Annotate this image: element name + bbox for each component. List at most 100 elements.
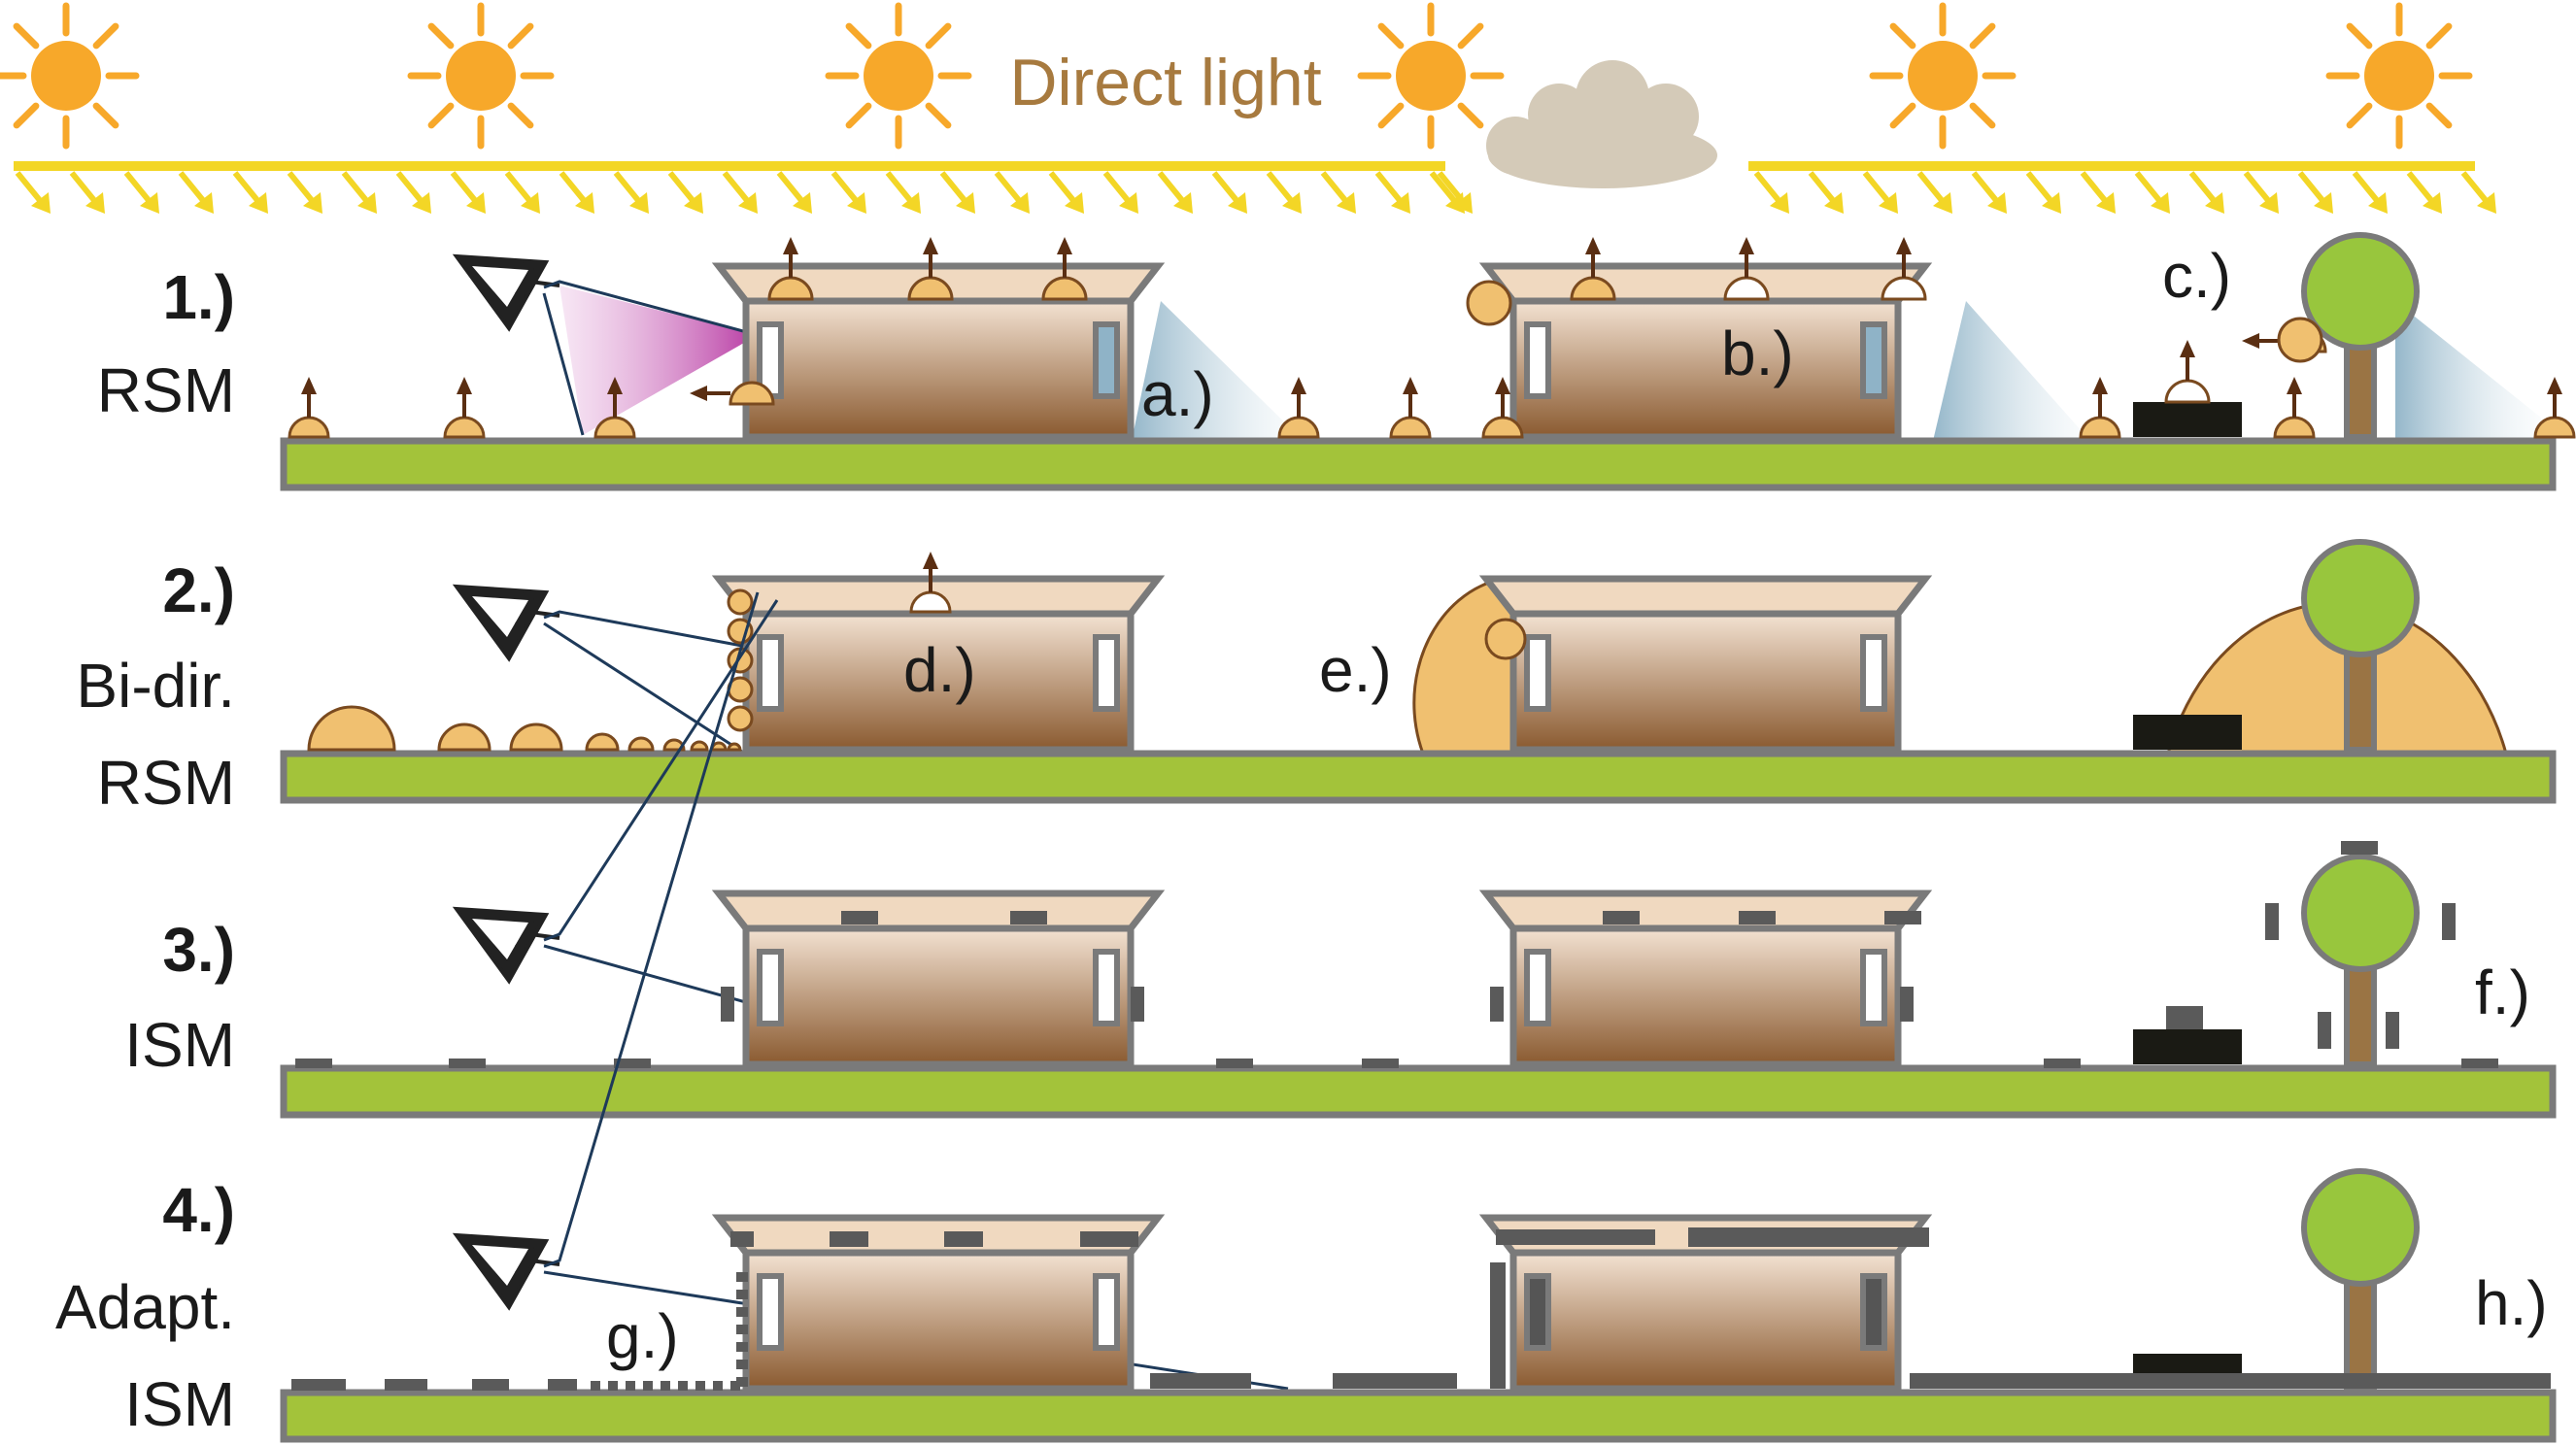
shadow-map-texel: [608, 1381, 618, 1391]
row-4-name-line1: Adapt.: [55, 1272, 235, 1342]
house: [711, 262, 1166, 441]
house: [1478, 262, 1933, 441]
shadow-map-texel: [1131, 987, 1144, 1022]
light-ray-arrow: [1862, 171, 1898, 214]
eye-icon: [452, 1232, 560, 1311]
light-ray-arrow: [1971, 171, 2007, 214]
vpl-marker: [690, 381, 775, 406]
direct-light-bar-right: [1748, 161, 2475, 171]
view-ray: [543, 280, 759, 337]
sun-icon: [407, 2, 555, 150]
sun-icon: [1869, 2, 2017, 150]
vpl-marker: [2079, 377, 2121, 439]
light-ray-arrow: [2025, 171, 2061, 214]
sun-icon: [2325, 2, 2473, 150]
shadow-map-texel: [1496, 1229, 1655, 1245]
vpl-marker: [1041, 237, 1088, 301]
vpl-marker: [2277, 317, 2323, 363]
shadow-map-texel: [721, 987, 734, 1022]
shadow-map-texel: [2461, 1059, 2498, 1068]
light-ray-arrow: [1048, 171, 1084, 214]
vpl-marker: [2273, 377, 2316, 439]
shadow-map-texel: [1362, 1059, 1399, 1068]
shadow-map-texel: [736, 1342, 748, 1352]
house-roof: [711, 890, 1166, 932]
annotation-d: d.): [903, 635, 976, 705]
tree: [2301, 854, 2420, 1067]
house-roof: [1478, 262, 1933, 305]
light-ray-arrow: [341, 171, 377, 214]
shadow-map-texel: [1216, 1059, 1253, 1068]
light-ray-arrow: [885, 171, 921, 214]
shadow-map-texel: [730, 1381, 740, 1391]
shadow-map-texel: [2442, 903, 2456, 940]
tree-crown: [2301, 1168, 2420, 1287]
tree: [2301, 232, 2420, 440]
cloud-icon: [1486, 60, 1717, 188]
shadow-wedge-a: [1132, 301, 1304, 441]
house-window-left: [1524, 949, 1551, 1026]
house: [1478, 890, 1933, 1068]
tree-crown: [2301, 539, 2420, 657]
vpl-marker: [1481, 377, 1524, 439]
row-2-name-line1: Bi-dir.: [76, 651, 235, 721]
shadow-map-texel: [2318, 1012, 2331, 1049]
house-window-left: [1524, 1273, 1551, 1351]
occluder-box: [2133, 402, 2242, 437]
shadow-map-texel: [385, 1379, 427, 1391]
sun-icon: [1357, 2, 1505, 150]
shadow-map-texel: [291, 1379, 346, 1391]
house-window-right: [1860, 321, 1887, 399]
vpl-marker: [2533, 377, 2576, 439]
house-window-right: [1860, 949, 1887, 1026]
vpl-marker: [1466, 280, 1512, 326]
annotation-labels: a.) b.) c.) d.) e.) f.) g.) h.): [606, 241, 2548, 1371]
row-3-number: 3.): [162, 915, 235, 985]
shadow-map-texel: [591, 1381, 600, 1391]
light-ray-arrow: [69, 171, 105, 214]
shadow-map-texel: [1010, 911, 1047, 924]
light-ray-arrow: [232, 171, 268, 214]
light-ray-arrow: [2080, 171, 2116, 214]
vpl-marker: [727, 742, 742, 752]
row-4-name-line2: ISM: [124, 1369, 235, 1439]
shadow-map-texel: [736, 1360, 748, 1369]
row-2-bidir-rsm: [280, 539, 2557, 804]
shadow-map-texel: [736, 1272, 748, 1282]
house-window-left: [757, 1273, 784, 1351]
occluder-box: [2133, 715, 2242, 750]
light-ray-arrow: [450, 171, 486, 214]
tree-crown: [2301, 854, 2420, 972]
view-ray: [543, 610, 759, 651]
sky-layer: Direct light: [0, 2, 2496, 214]
vpl-marker: [1277, 377, 1320, 439]
light-ray-arrow: [667, 171, 703, 214]
shadow-map-texel: [1884, 911, 1921, 924]
shadow-map-texel: [713, 1381, 723, 1391]
annotation-a: a.): [1141, 359, 1214, 429]
shadow-map-texel: [736, 1290, 748, 1299]
light-ray-arrow: [1374, 171, 1410, 214]
light-ray-arrow: [2460, 171, 2496, 214]
vpl-marker: [1723, 237, 1770, 301]
shadow-map-texel: [2265, 903, 2279, 940]
vpl-marker: [1484, 618, 1527, 660]
vpl-marker: [627, 736, 655, 752]
shadow-map-texel: [449, 1059, 486, 1068]
shadow-map-texel: [736, 1377, 748, 1387]
view-ray: [542, 292, 585, 436]
shadow-map-texel: [2166, 1006, 2203, 1029]
light-ray-arrow: [722, 171, 758, 214]
view-ray: [543, 622, 743, 754]
annotation-e: e.): [1319, 635, 1392, 705]
row-2-number: 2.): [162, 555, 235, 625]
shadow-wedge-b: [1933, 301, 2090, 441]
light-ray-arrow: [15, 171, 51, 214]
annotation-c: c.): [2162, 241, 2231, 311]
light-ray-arrow: [613, 171, 649, 214]
shadow-map-texel: [1333, 1373, 1457, 1389]
vpl-marker: [767, 237, 814, 301]
direct-light-label: Direct light: [1009, 46, 1321, 119]
annotation-b: b.): [1721, 319, 1794, 388]
house-window-right: [1860, 634, 1887, 712]
